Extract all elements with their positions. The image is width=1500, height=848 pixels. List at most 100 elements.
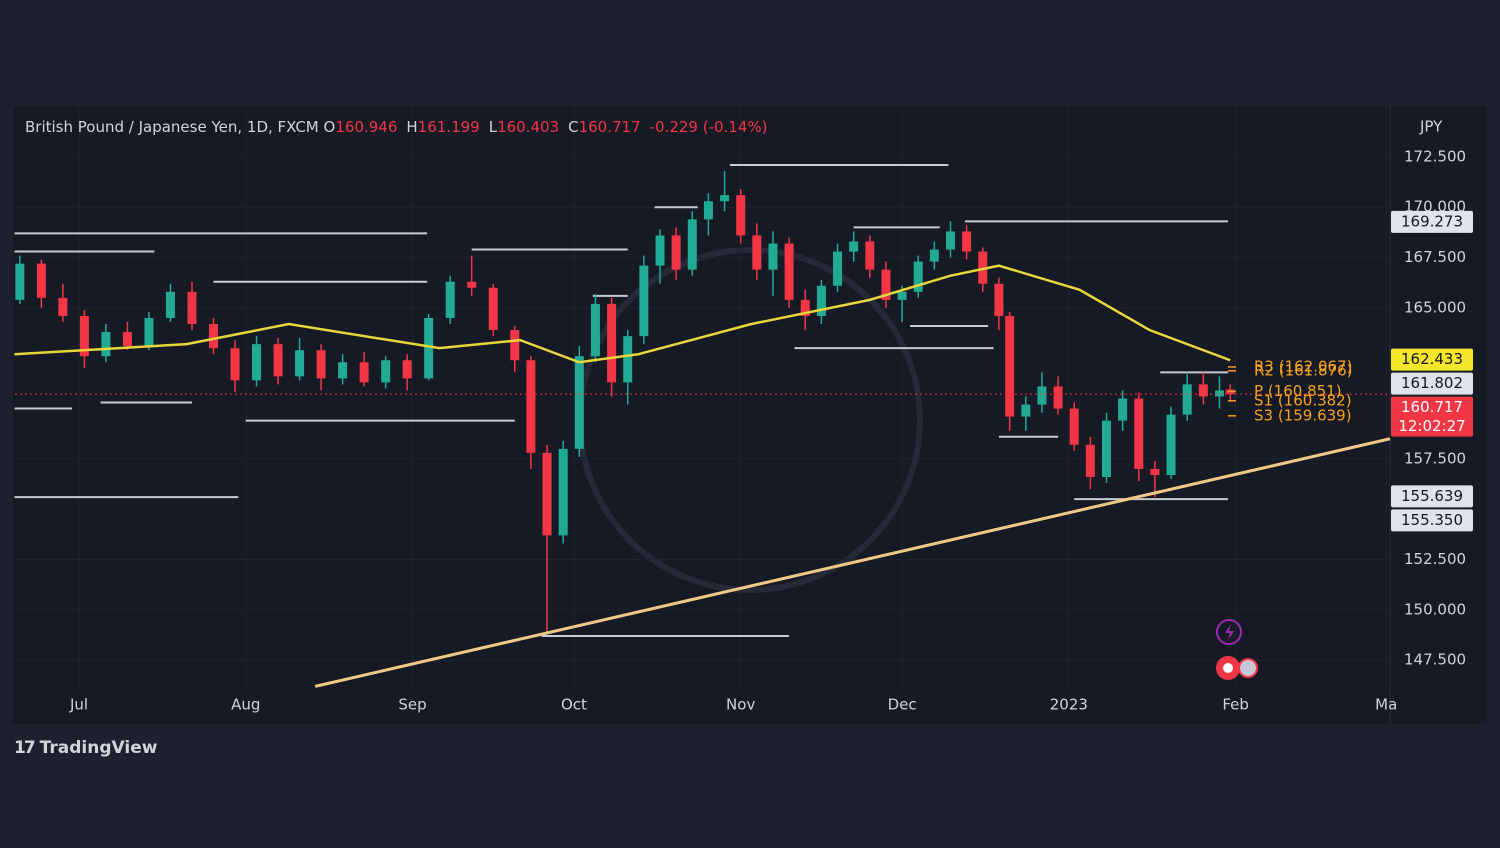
candle-body (101, 332, 111, 357)
candle-body (359, 362, 369, 383)
moving-average (14, 264, 1231, 364)
candle-body (122, 332, 132, 347)
candle-body (1005, 315, 1015, 417)
candle-body (424, 317, 434, 379)
candle-body (402, 360, 412, 379)
legend-header: British Pound / Japanese Yen, 1D, FXCM O… (25, 118, 777, 136)
candle-body (994, 283, 1004, 316)
candle-body (542, 452, 552, 536)
candle-body (526, 360, 536, 453)
candle-body (897, 291, 907, 300)
candle-body (945, 231, 955, 250)
y-tick-label: 172.500 (1404, 147, 1466, 165)
high-key: H (406, 118, 418, 136)
x-tick-label: 2023 (1050, 696, 1088, 714)
candle-body (1214, 390, 1224, 397)
candle-body (144, 317, 154, 347)
candle-body (865, 241, 875, 270)
candle-body (1021, 404, 1031, 417)
pivot-label: R2 (161.876) (1254, 361, 1352, 379)
price-badge-label: 161.802 (1401, 374, 1463, 392)
x-tick-label: Ma (1375, 696, 1397, 714)
brand-logo[interactable]: 17 TradingView (14, 738, 157, 758)
candle-body (230, 348, 240, 381)
candle-body (607, 303, 617, 383)
price-badge (1391, 210, 1473, 233)
alert-icon[interactable] (1216, 619, 1242, 645)
y-tick-label: 157.500 (1404, 449, 1466, 467)
candle-body (1150, 468, 1160, 475)
candle-body (187, 291, 197, 325)
pivot-label: S3 (159.639) (1254, 406, 1352, 424)
candle-body (209, 324, 219, 349)
x-tick-label: Dec (888, 696, 917, 714)
flag-icon[interactable] (1238, 658, 1258, 678)
candle-body (752, 235, 762, 270)
candle-body (849, 241, 859, 252)
candle-body (929, 249, 939, 262)
candle-body (800, 299, 810, 316)
open-key: O (323, 118, 336, 136)
candle-body (381, 360, 391, 383)
candle-body (273, 344, 283, 377)
candle-body (736, 195, 746, 236)
price-badge-label: 160.717 (1401, 398, 1463, 416)
candle-body (445, 281, 455, 318)
close-key: C (568, 118, 579, 136)
low-key: L (488, 118, 498, 136)
candle-body (978, 251, 988, 284)
candle-body (833, 251, 843, 286)
candle-body (1053, 386, 1063, 409)
y-tick-label: 165.000 (1404, 298, 1466, 316)
candle-body (79, 315, 89, 357)
candle-body (338, 362, 348, 379)
candle-body (816, 285, 826, 316)
price-badge (1391, 372, 1473, 395)
candle-body (510, 330, 520, 361)
y-tick-label: 150.000 (1404, 600, 1466, 618)
candle-body (295, 350, 305, 377)
x-tick-label: Feb (1222, 696, 1249, 714)
x-tick-label: Nov (726, 696, 755, 714)
candle-body (574, 356, 584, 449)
candle-body (58, 297, 68, 316)
price-badge (1391, 348, 1473, 371)
candle-body (655, 235, 665, 266)
price-badge-label: 169.273 (1401, 212, 1463, 230)
price-badge-label: 155.639 (1401, 487, 1463, 505)
candle-body (1102, 420, 1112, 478)
price-badge (1391, 485, 1473, 508)
candle-body (488, 287, 498, 331)
pivot-label: R3 (162.067) (1254, 357, 1352, 375)
candle-body (165, 291, 175, 318)
candle-body (1118, 398, 1128, 421)
change-value: -0.229 (-0.14%) (649, 118, 768, 136)
alert-bolt (1225, 624, 1234, 640)
y-tick-label: 147.500 (1404, 651, 1466, 669)
candle-body (639, 265, 649, 337)
candle-body (590, 303, 600, 357)
candle-body (1198, 384, 1208, 397)
pivot-label: P (160.851) (1254, 382, 1342, 400)
brand-name: TradingView (39, 738, 158, 758)
y-tick-label: 152.500 (1404, 550, 1466, 568)
price-badge (1391, 509, 1473, 532)
trendline (314, 437, 1391, 688)
countdown-label: 12:02:27 (1398, 417, 1465, 435)
x-tick-label: Jul (69, 696, 88, 714)
candle-body (1037, 386, 1047, 405)
candle-body (1134, 398, 1144, 469)
brand-mark: 17 (14, 738, 36, 758)
candle-body (962, 231, 972, 252)
y-tick-label: 167.500 (1404, 248, 1466, 266)
high-value: 161.199 (417, 118, 480, 136)
candle-body (1085, 444, 1095, 478)
candle-body (784, 243, 794, 300)
candle-body (1166, 414, 1176, 475)
candle-body (15, 263, 25, 300)
x-tick-label: Aug (231, 696, 260, 714)
close-value: 160.717 (578, 118, 641, 136)
candle-body (720, 195, 730, 202)
